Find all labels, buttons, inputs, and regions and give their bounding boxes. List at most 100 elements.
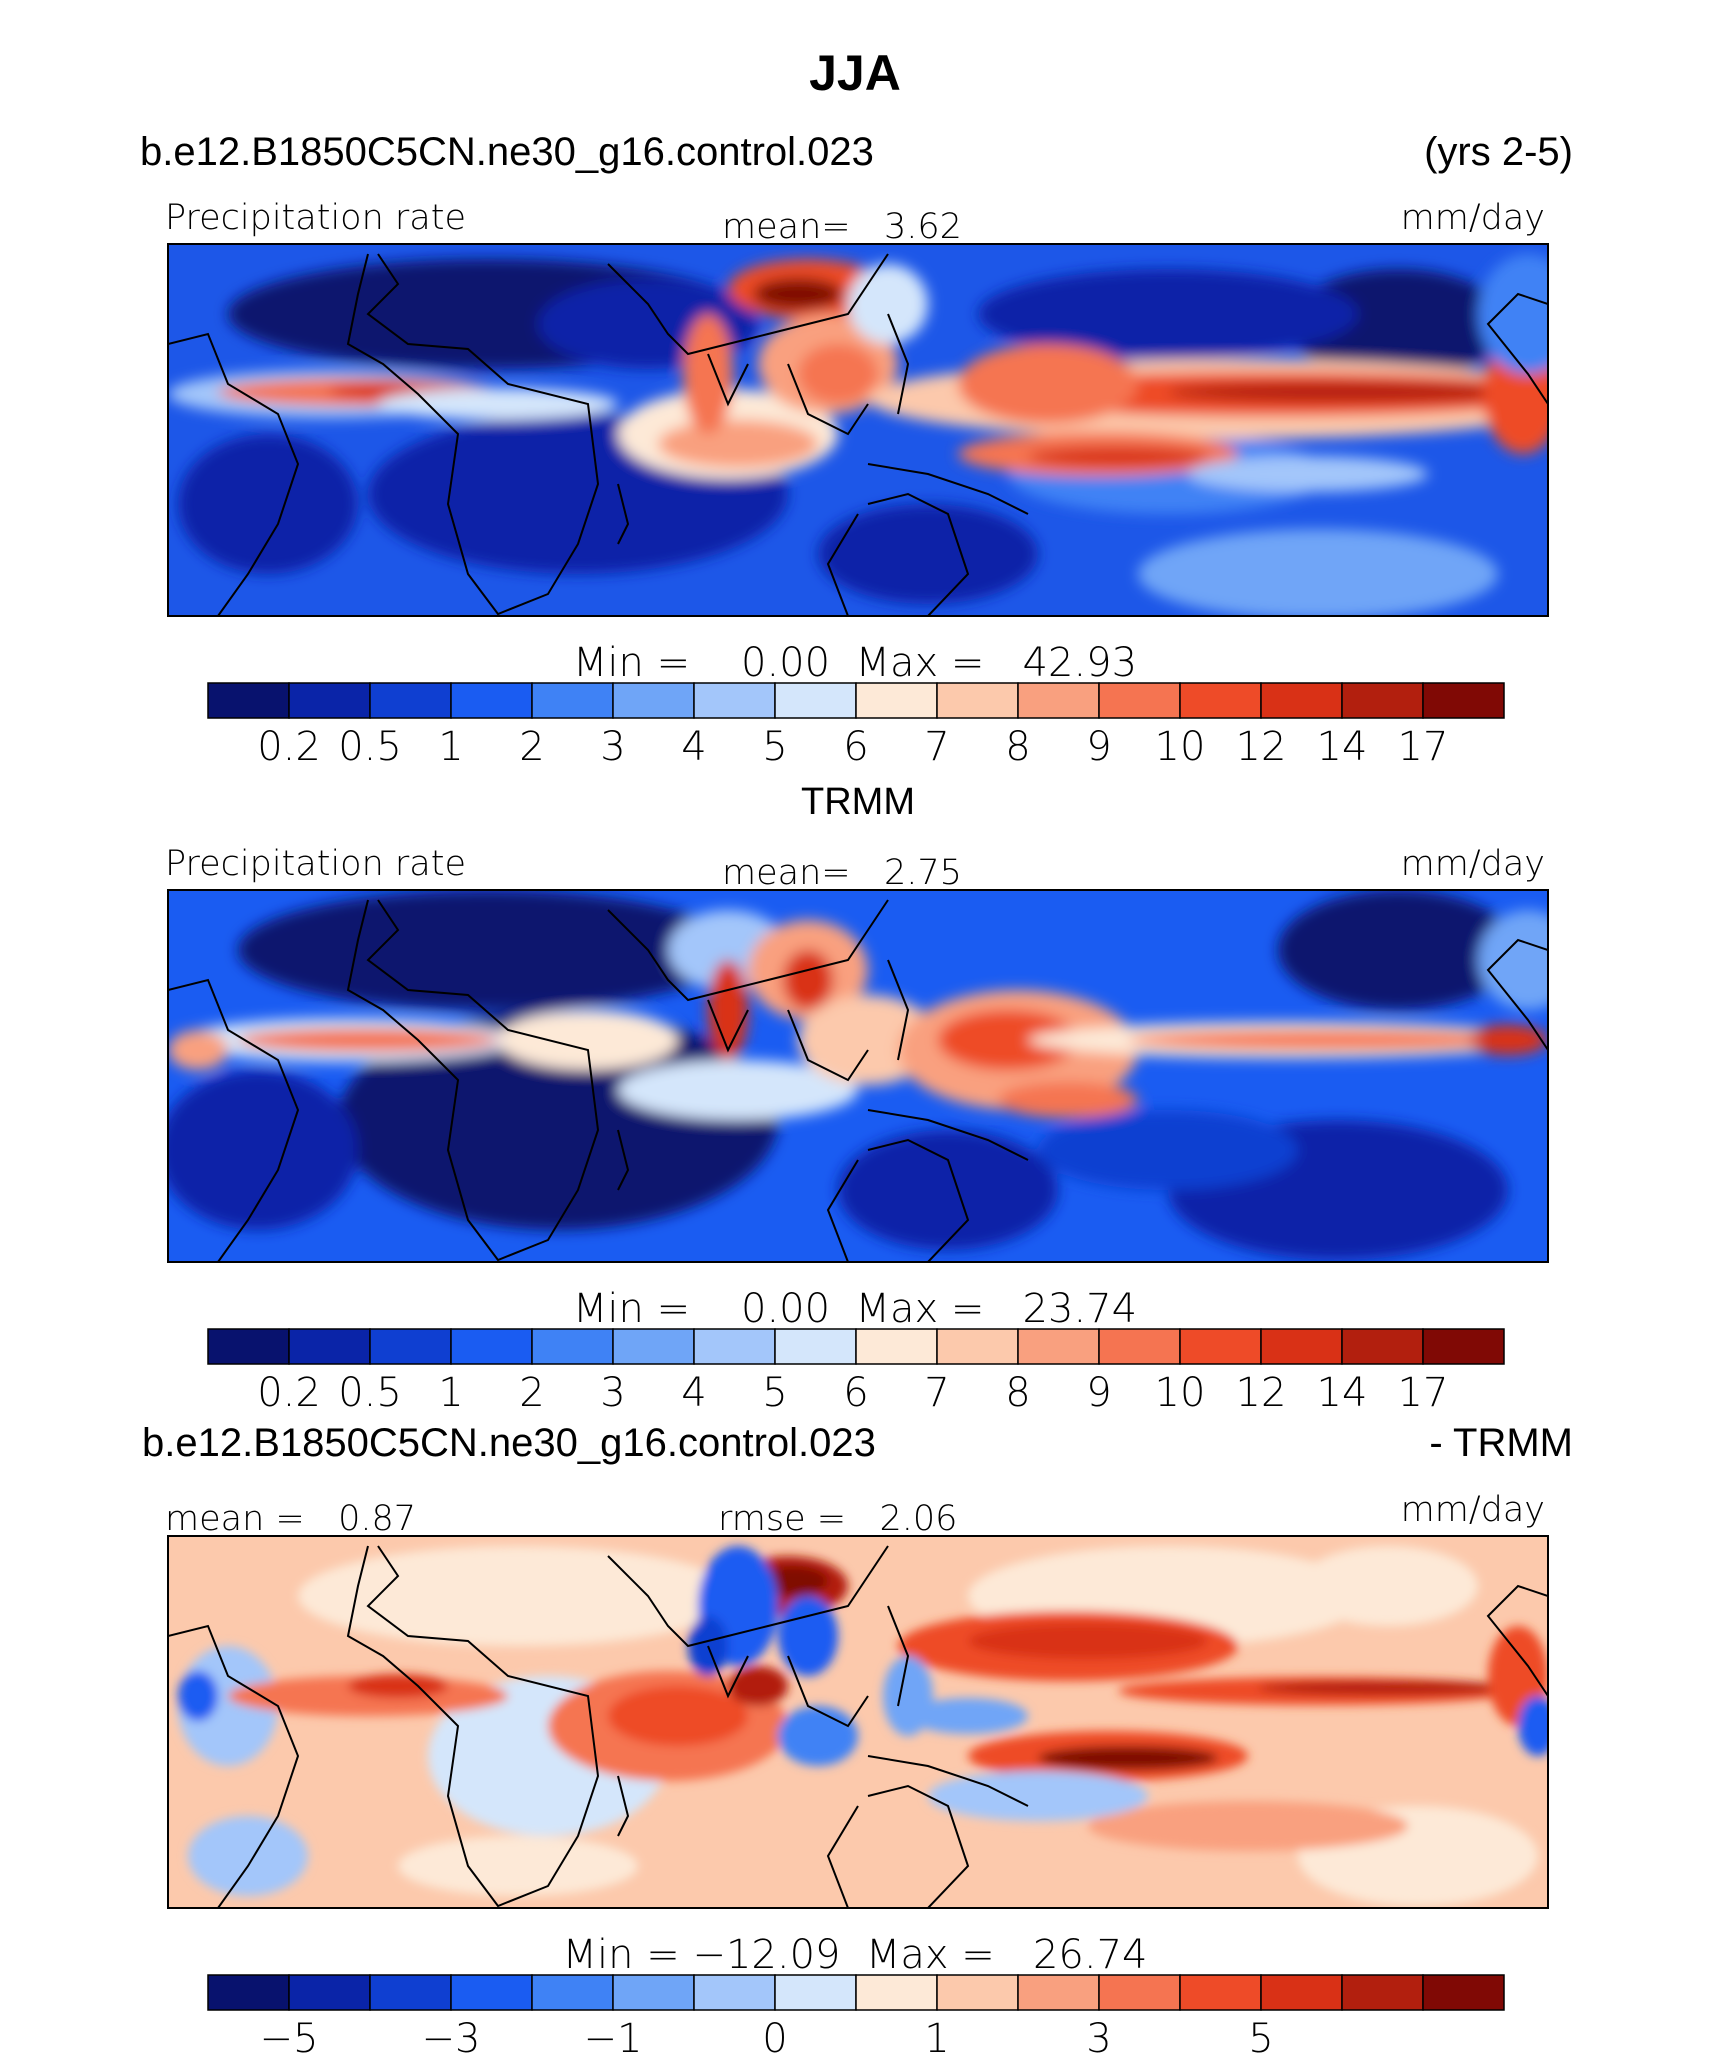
colorbar-swatch xyxy=(207,1974,290,2011)
colorbar-tick-label: 3 xyxy=(600,724,625,770)
colorbar-swatch xyxy=(612,1328,695,1365)
colorbar-tick-label: 12 xyxy=(1236,1370,1287,1416)
colorbar-swatch xyxy=(1017,1328,1100,1365)
panel1-case-name: b.e12.B1850C5CN.ne30_g16.control.023 xyxy=(140,130,874,174)
colorbar-swatch xyxy=(855,1328,938,1365)
colorbar-swatch xyxy=(450,682,533,719)
panel3-rmse-label: rmse = 2.06 xyxy=(718,1499,957,1539)
panel1-colorbar: 0.2 0.5 1 2 3 4 5 6 7 8 9 10 12 14 17 xyxy=(207,682,1505,770)
colorbar-swatch xyxy=(774,1974,857,2011)
colorbar-tick-label: 0.2 xyxy=(257,1370,321,1416)
colorbar-tick-label: −3 xyxy=(422,2016,481,2062)
panel1-years: (yrs 2-5) xyxy=(1424,130,1573,174)
panel3-minus-trmm: - TRMM xyxy=(1429,1421,1573,1465)
colorbar-swatch xyxy=(1017,682,1100,719)
colorbar-swatch xyxy=(1179,1328,1262,1365)
colorbar-tick-label: 0.5 xyxy=(338,724,402,770)
colorbar-swatch xyxy=(531,1328,614,1365)
panel1-variable-label: Precipitation rate xyxy=(165,198,466,238)
colorbar-tick-label: 7 xyxy=(924,1370,949,1416)
colorbar-swatch xyxy=(1422,1328,1505,1365)
colorbar-tick-label: 2 xyxy=(519,724,544,770)
colorbar-swatch xyxy=(774,1328,857,1365)
colorbar-tick-label: 14 xyxy=(1317,1370,1368,1416)
panel1-map xyxy=(167,243,1549,617)
colorbar-swatch xyxy=(1098,1974,1181,2011)
colorbar-swatch xyxy=(1260,1974,1343,2011)
colorbar-swatch xyxy=(207,682,290,719)
colorbar-tick-label: 14 xyxy=(1317,724,1368,770)
colorbar-swatch xyxy=(693,1974,776,2011)
colorbar-tick-label: 1 xyxy=(438,724,463,770)
colorbar-swatch xyxy=(936,1328,1019,1365)
panel2-variable-label: Precipitation rate xyxy=(165,844,466,884)
panel2-mean-label: mean= 2.75 xyxy=(722,853,962,893)
colorbar-tick-label: 2 xyxy=(519,1370,544,1416)
colorbar-swatch xyxy=(1341,682,1424,719)
colorbar-tick-label: 3 xyxy=(600,1370,625,1416)
colorbar-tick-label: 17 xyxy=(1398,1370,1449,1416)
colorbar-swatch xyxy=(207,1328,290,1365)
colorbar-tick-label: 17 xyxy=(1398,724,1449,770)
panel-model: b.e12.B1850C5CN.ne30_g16.control.023 (yr… xyxy=(140,130,1573,770)
colorbar-tick-label: 12 xyxy=(1236,724,1287,770)
panel2-map xyxy=(167,889,1549,1263)
colorbar-tick-label: 5 xyxy=(762,1370,787,1416)
panel-difference: b.e12.B1850C5CN.ne30_g16.control.023 - T… xyxy=(142,1421,1573,2062)
colorbar-tick-label: 5 xyxy=(1248,2016,1273,2062)
panel1-units: mm/day xyxy=(1401,198,1545,238)
panel2-minmax: Min = 0.00 Max = 23.74 xyxy=(573,1286,1137,1332)
colorbar-tick-label: 10 xyxy=(1155,1370,1206,1416)
colorbar-swatch xyxy=(369,1974,452,2011)
panel1-minmax: Min = 0.00 Max = 42.93 xyxy=(573,640,1137,686)
colorbar-tick-label: 0.2 xyxy=(257,724,321,770)
colorbar-swatch xyxy=(1260,1328,1343,1365)
panel3-map xyxy=(167,1535,1549,1909)
colorbar-swatch xyxy=(369,1328,452,1365)
colorbar-tick-label: 0 xyxy=(762,2016,787,2062)
colorbar-swatch xyxy=(1341,1974,1424,2011)
colorbar-tick-label: 9 xyxy=(1086,1370,1111,1416)
colorbar-tick-label: 10 xyxy=(1155,724,1206,770)
colorbar-tick-label: 4 xyxy=(681,1370,706,1416)
panel3-mean-label: mean = 0.87 xyxy=(165,1499,416,1539)
panel2-units: mm/day xyxy=(1401,844,1545,884)
colorbar-tick-label: 7 xyxy=(924,724,949,770)
colorbar-swatch xyxy=(1017,1974,1100,2011)
colorbar-swatch xyxy=(774,682,857,719)
panel3-minmax: Min = −12.09 Max = 26.74 xyxy=(563,1932,1148,1978)
colorbar-swatch xyxy=(531,1974,614,2011)
colorbar-tick-label: 6 xyxy=(843,1370,868,1416)
colorbar-swatch xyxy=(1260,682,1343,719)
colorbar-swatch xyxy=(612,1974,695,2011)
colorbar-tick-label: 5 xyxy=(762,724,787,770)
colorbar-tick-label: 8 xyxy=(1005,724,1030,770)
panel1-mean-label: mean= 3.62 xyxy=(722,207,962,247)
colorbar-swatch xyxy=(1098,1328,1181,1365)
colorbar-swatch xyxy=(1179,1974,1262,2011)
colorbar-swatch xyxy=(855,1974,938,2011)
colorbar-tick-label: 8 xyxy=(1005,1370,1030,1416)
figure-title: JJA xyxy=(809,45,901,101)
colorbar-tick-label: 4 xyxy=(681,724,706,770)
colorbar-tick-label: −1 xyxy=(584,2016,643,2062)
colorbar-swatch xyxy=(693,682,776,719)
colorbar-tick-label: 6 xyxy=(843,724,868,770)
colorbar-swatch xyxy=(450,1328,533,1365)
colorbar-swatch xyxy=(855,682,938,719)
panel2-colorbar: 0.2 0.5 1 2 3 4 5 6 7 8 9 10 12 14 17 xyxy=(207,1328,1505,1416)
colorbar-tick-label: 1 xyxy=(924,2016,949,2062)
colorbar-swatch xyxy=(693,1328,776,1365)
colorbar-swatch xyxy=(531,682,614,719)
panel3-case-name: b.e12.B1850C5CN.ne30_g16.control.023 xyxy=(142,1421,876,1465)
colorbar-swatch xyxy=(450,1974,533,2011)
panel2-title: TRMM xyxy=(801,781,915,823)
colorbar-tick-label: 9 xyxy=(1086,724,1111,770)
colorbar-swatch xyxy=(612,682,695,719)
colorbar-swatch xyxy=(936,1974,1019,2011)
colorbar-tick-label: 1 xyxy=(438,1370,463,1416)
colorbar-tick-label: 3 xyxy=(1086,2016,1111,2062)
colorbar-tick-label: 0.5 xyxy=(338,1370,402,1416)
colorbar-swatch xyxy=(936,682,1019,719)
